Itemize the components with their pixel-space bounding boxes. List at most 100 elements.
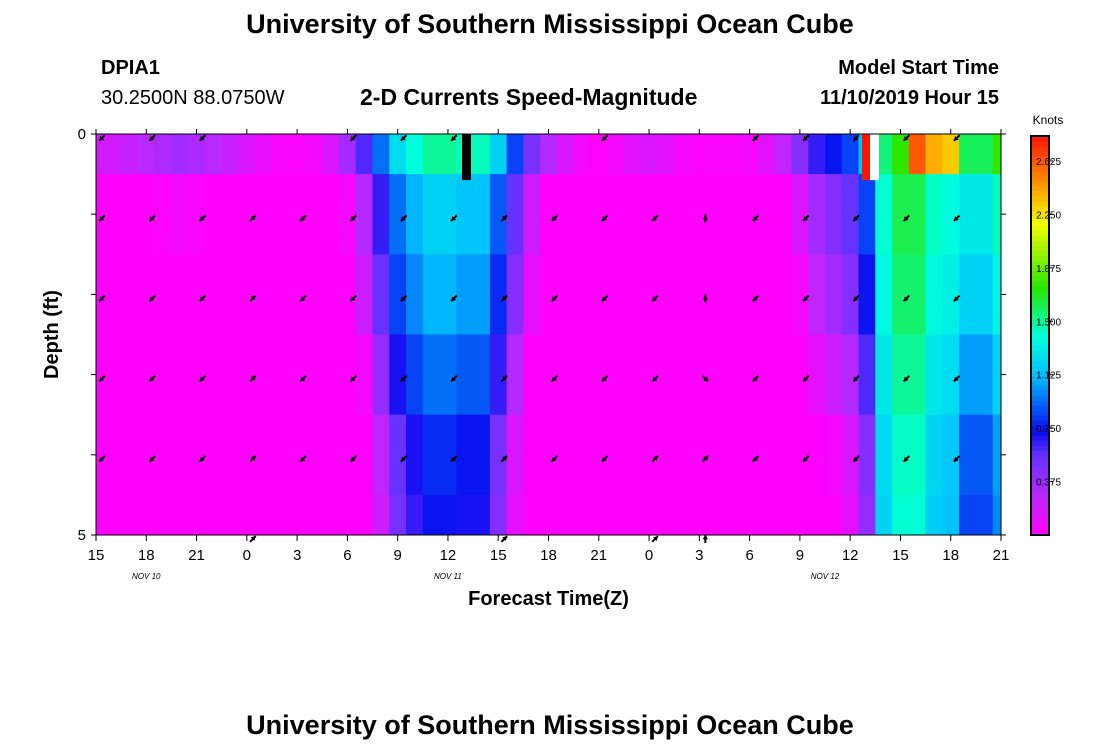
y-axis-label: Depth (ft) xyxy=(41,290,63,379)
colorbar-band xyxy=(1031,405,1049,411)
heat-cell xyxy=(372,414,390,496)
velocity-arrow xyxy=(802,134,810,142)
heat-cell xyxy=(339,414,357,496)
heat-cell xyxy=(305,254,323,335)
heat-cell xyxy=(892,494,910,536)
colorbar-band xyxy=(1031,205,1049,212)
colorbar-band xyxy=(1031,190,1049,197)
heat-cell xyxy=(322,494,340,536)
colorbar-band xyxy=(1031,330,1049,336)
heat-cell xyxy=(540,174,558,255)
colorbar-band xyxy=(1031,380,1049,386)
colorbar-band xyxy=(1031,136,1049,142)
colorbar-band xyxy=(1031,460,1049,466)
colorbar-band xyxy=(1031,430,1049,436)
velocity-arrow xyxy=(701,375,709,383)
x-tick-label: 0 xyxy=(645,547,653,564)
heat-cell xyxy=(590,254,608,335)
heat-cell xyxy=(96,494,105,536)
velocity-arrow xyxy=(450,294,458,302)
x-tick-label: 15 xyxy=(88,547,105,564)
colorbar-band xyxy=(1031,510,1049,516)
heat-cell xyxy=(456,174,474,255)
heat-cell xyxy=(339,254,357,335)
velocity-arrow xyxy=(450,375,458,383)
heat-cell xyxy=(540,494,558,536)
velocity-arrow xyxy=(651,375,659,383)
heat-cell xyxy=(707,334,725,416)
heat-cell xyxy=(657,494,675,536)
colorbar-band xyxy=(1031,320,1049,327)
heat-cell xyxy=(104,174,122,255)
heat-cell xyxy=(389,254,407,335)
station-coords: 30.2500N 88.0750W xyxy=(101,87,285,109)
heat-cell xyxy=(607,174,625,255)
heat-cell xyxy=(422,494,441,536)
heat-cell xyxy=(271,414,290,496)
heat-cell xyxy=(96,254,105,335)
colorbar-band xyxy=(1031,445,1049,451)
colorbar-band xyxy=(1031,520,1049,526)
colorbar-band xyxy=(1031,175,1049,182)
heat-cell xyxy=(121,334,139,416)
heat-cell xyxy=(523,174,541,255)
heat-cell xyxy=(942,134,960,175)
heat-cell xyxy=(925,254,943,335)
heat-cell xyxy=(389,134,407,175)
velocity-arrow xyxy=(701,455,709,463)
heat-cell xyxy=(875,334,893,416)
heat-cell xyxy=(255,254,273,335)
heat-cell xyxy=(389,494,407,536)
heat-cell xyxy=(757,134,776,175)
colorbar-band xyxy=(1031,165,1049,172)
heat-cell xyxy=(825,334,843,416)
heat-cell xyxy=(137,414,156,496)
heat-cell xyxy=(137,134,156,175)
heat-cell xyxy=(221,414,239,496)
colorbar-band xyxy=(1031,185,1049,192)
heat-cell xyxy=(942,334,960,416)
velocity-arrow xyxy=(953,214,961,222)
heat-cell xyxy=(389,414,407,496)
heat-cell xyxy=(238,494,256,536)
heat-cell xyxy=(137,494,156,536)
heat-cell xyxy=(439,134,457,175)
velocity-arrow xyxy=(450,134,458,142)
x-tick-label: 3 xyxy=(293,547,301,564)
heat-cell xyxy=(238,254,256,335)
heat-cell xyxy=(489,174,508,255)
heat-cell xyxy=(523,494,541,536)
velocity-arrow xyxy=(651,535,659,543)
heat-cell xyxy=(623,334,642,416)
heat-cell xyxy=(590,174,608,255)
heat-cell xyxy=(791,134,809,175)
colorbar-band xyxy=(1031,365,1049,371)
heat-cell xyxy=(322,414,340,496)
heat-cell xyxy=(473,254,491,335)
x-tick-label: 15 xyxy=(490,547,507,564)
heat-cell xyxy=(171,494,189,536)
heat-cell xyxy=(439,254,457,335)
heat-cell xyxy=(355,494,374,536)
heat-cell xyxy=(506,134,524,175)
velocity-arrow xyxy=(852,214,860,222)
heat-cell xyxy=(489,134,508,175)
heat-cell xyxy=(422,174,441,255)
velocity-arrow xyxy=(199,455,207,463)
velocity-arrow xyxy=(148,294,156,302)
colorbar-band xyxy=(1031,495,1049,501)
velocity-arrow xyxy=(802,294,810,302)
footer-title: University of Southern Mississippi Ocean… xyxy=(246,710,854,740)
velocity-arrow xyxy=(249,375,257,383)
heat-cell xyxy=(204,254,223,335)
heat-cell xyxy=(741,134,759,175)
heat-cell xyxy=(959,494,977,536)
heat-cell xyxy=(858,254,876,335)
heat-cell xyxy=(188,414,206,496)
heat-cell xyxy=(171,414,189,496)
heat-cell xyxy=(791,254,809,335)
colorbar-band xyxy=(1031,470,1049,476)
heat-cell xyxy=(707,494,725,536)
velocity-arrow xyxy=(400,455,408,463)
station-id: DPIA1 xyxy=(101,57,160,79)
